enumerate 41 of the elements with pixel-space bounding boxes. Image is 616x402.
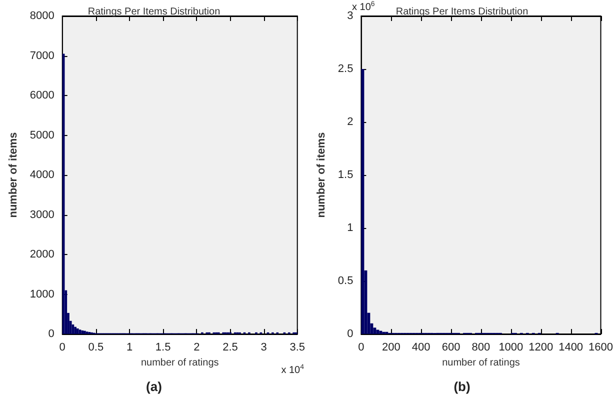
- x-tick-label: 1600: [588, 342, 614, 354]
- x-axis-title: number of ratings: [140, 358, 219, 368]
- x-axis-title: number of ratings: [442, 358, 520, 368]
- x-tick-label: 1.5: [155, 342, 171, 354]
- y-tick-label: 2000: [30, 248, 54, 260]
- y-tick-label: 1: [347, 222, 354, 234]
- y-tick-label: 1000: [30, 288, 54, 300]
- chart-title: Ratings Per Items Distribution: [88, 6, 220, 18]
- x-tick-label: 3: [260, 342, 267, 354]
- x-tick-label: 1000: [498, 342, 524, 354]
- y-tick-label: 8000: [30, 10, 54, 22]
- y-tick-label: 0: [347, 328, 354, 340]
- x-tick-label: 200: [382, 342, 400, 354]
- x-tick-label: 800: [472, 342, 490, 354]
- x-tick-label: 0: [358, 342, 364, 354]
- y-tick-label: 2.5: [338, 63, 354, 75]
- x-tick-label: 600: [442, 342, 460, 354]
- y-tick-label: 7000: [30, 50, 54, 62]
- x-tick-label: 1200: [528, 342, 554, 354]
- y-axis-title: number of items: [8, 132, 20, 218]
- x-tick-label: 400: [412, 342, 430, 354]
- x-tick-label: 3.5: [290, 342, 306, 354]
- chart-title: Ratings Per Items Distribution: [396, 6, 528, 18]
- y-tick-label: 6000: [30, 90, 54, 102]
- y-tick-label: 4000: [30, 169, 54, 181]
- x-tick-label: 0.5: [88, 342, 104, 354]
- y-tick-label: 3000: [30, 208, 54, 221]
- y-tick-label: 5000: [30, 129, 54, 142]
- y-tick-label: 1.5: [338, 169, 354, 181]
- text: (b): [454, 379, 470, 394]
- x-tick-label: 2: [194, 342, 200, 354]
- x-tick-label: 2.5: [222, 342, 238, 354]
- y-tick-label: 0: [48, 328, 54, 340]
- text: (a): [146, 379, 162, 394]
- y-tick-label: 3: [347, 10, 354, 22]
- y-tick-label: 0.5: [338, 275, 354, 287]
- x-tick-label: 1: [126, 342, 133, 354]
- y-tick-label: 2: [347, 116, 354, 128]
- x-tick-label: 0: [59, 342, 66, 354]
- y-axis-title: number of items: [316, 132, 328, 218]
- x-tick-label: 1400: [558, 342, 584, 354]
